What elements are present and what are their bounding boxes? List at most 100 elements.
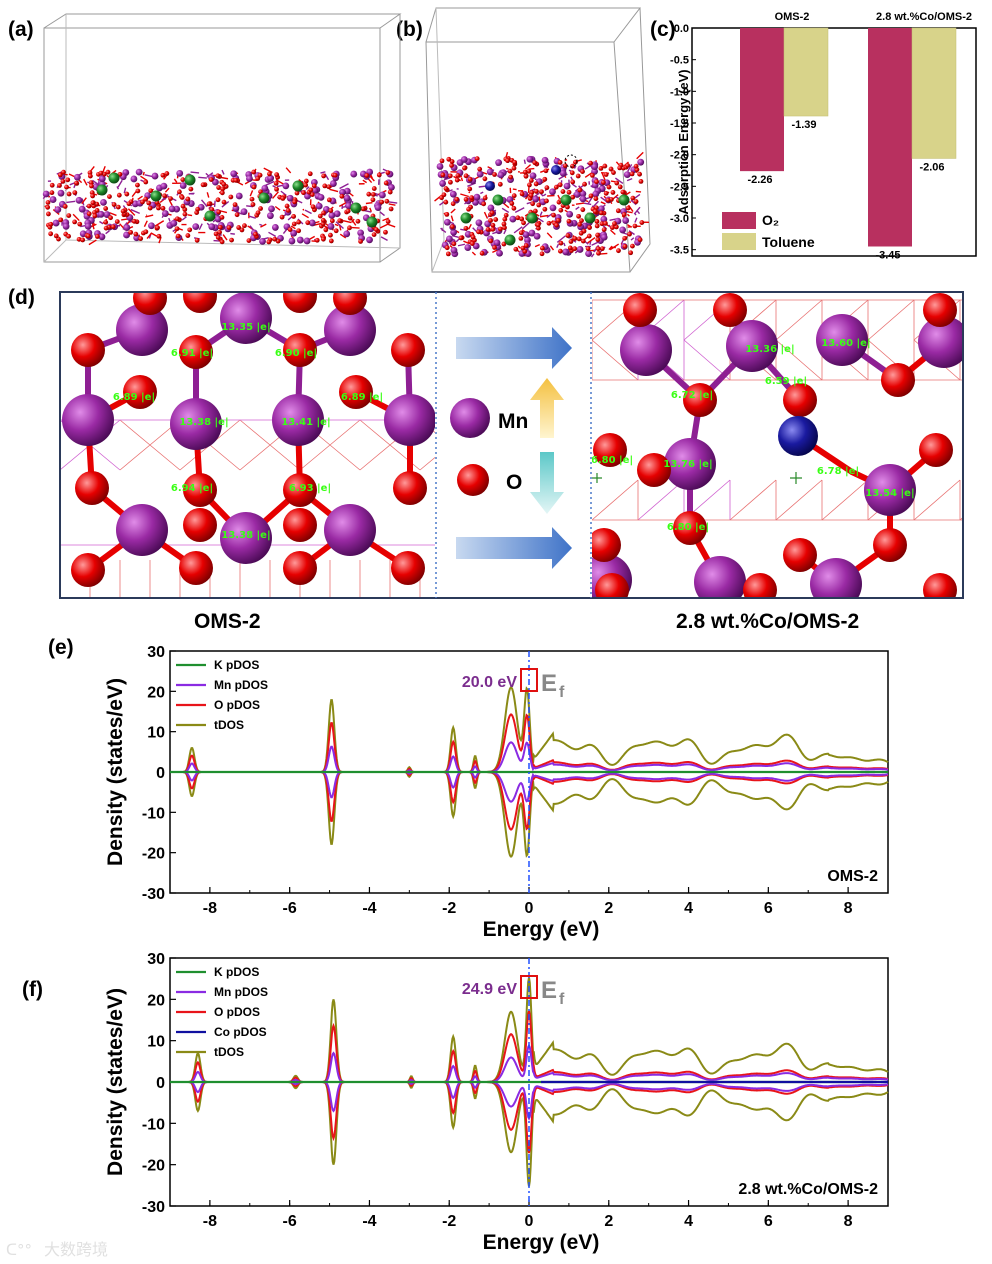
bond — [88, 239, 97, 246]
bond — [614, 177, 624, 185]
o-atom — [305, 220, 311, 226]
y-tick-label: 10 — [147, 1034, 165, 1051]
o-atom — [250, 202, 256, 207]
co-atom — [485, 181, 495, 191]
x-tick-label: -4 — [362, 1213, 376, 1230]
o-atom — [447, 173, 453, 179]
mn-atom — [357, 229, 365, 237]
mn-atom — [220, 293, 272, 344]
o-atom — [228, 194, 234, 200]
y-tick-label: -3.5 — [670, 245, 689, 257]
o-atom — [873, 528, 907, 562]
bond — [68, 173, 75, 178]
grid-line — [959, 300, 962, 380]
o-atom — [536, 202, 542, 208]
legend-label-2: O pDOS — [214, 698, 260, 712]
mn-atom — [694, 556, 746, 597]
o-atom — [450, 201, 456, 207]
o-atom — [370, 192, 376, 197]
o-atom — [616, 248, 621, 254]
o-atom — [215, 235, 221, 240]
structure-co-oms2-slab — [425, 7, 651, 273]
o-atom — [441, 192, 447, 198]
o-atom — [347, 225, 352, 231]
o-atom — [103, 225, 109, 231]
o-atom — [182, 211, 188, 217]
mn-atom — [78, 205, 86, 213]
o-atom — [321, 173, 327, 179]
mn-pdos-up-curve — [170, 1043, 889, 1083]
right-arrow-bottom-icon — [456, 527, 572, 569]
mn-atom — [282, 182, 290, 190]
o-atom — [919, 433, 953, 467]
o-atom — [283, 473, 317, 507]
o-atom — [46, 211, 51, 217]
o-atom — [595, 232, 601, 238]
o-atom — [881, 363, 915, 397]
o-atom — [107, 194, 112, 200]
o-atom — [287, 227, 293, 232]
o-atom — [601, 180, 606, 185]
bond — [440, 227, 447, 233]
o-atom — [236, 225, 242, 230]
o-atom — [135, 182, 140, 188]
bond — [173, 178, 178, 183]
mn-atom — [328, 212, 336, 219]
o-atom — [454, 196, 460, 202]
o-atom — [371, 232, 377, 237]
o-atom — [383, 180, 389, 186]
o-atom — [519, 216, 525, 222]
bond — [546, 232, 553, 239]
mn-atom — [559, 169, 567, 177]
o-atom — [185, 196, 191, 202]
o-atom — [592, 209, 598, 214]
o-atom — [565, 233, 571, 238]
o-atom — [443, 199, 449, 205]
bond — [150, 232, 157, 237]
o-atom — [532, 160, 538, 166]
o-atom — [546, 220, 552, 226]
mn-atom — [439, 180, 446, 187]
o-atom — [194, 237, 200, 243]
bond — [633, 212, 637, 216]
bond — [91, 222, 95, 230]
o-atom — [582, 181, 588, 187]
mn-atom — [529, 172, 537, 180]
mn-atom — [562, 248, 570, 256]
o-atom — [614, 180, 620, 186]
bond — [249, 190, 254, 197]
o-atom — [123, 375, 157, 409]
mn-atom — [130, 175, 138, 183]
o-atom — [466, 206, 472, 212]
bond — [600, 196, 607, 202]
k-atom — [184, 174, 196, 186]
grid-line — [729, 479, 777, 521]
o-atom — [272, 236, 278, 242]
bond — [379, 223, 389, 229]
o-atom — [458, 235, 464, 241]
o-atom — [257, 172, 263, 178]
o-atom — [577, 187, 583, 193]
o-atom — [580, 207, 586, 213]
mn-atom — [573, 191, 581, 198]
o-atom — [283, 551, 317, 585]
o-atom — [443, 186, 449, 191]
o-atom — [147, 205, 153, 211]
k-atom — [292, 180, 304, 192]
o-atom — [355, 218, 361, 224]
o-atom — [603, 190, 609, 196]
bond — [610, 229, 616, 236]
o-atom — [555, 218, 561, 223]
bond — [362, 179, 367, 184]
o-atom — [585, 246, 591, 252]
o-atom — [246, 238, 252, 243]
o-atom — [501, 221, 507, 227]
o-atom — [391, 333, 425, 367]
o-atom — [376, 172, 382, 178]
o-atom — [923, 573, 957, 597]
o-atom — [126, 201, 132, 207]
bond — [105, 230, 110, 235]
adsorption-energy-bar-chart: 0.0 -0.5 -1.0 -1.5 -2.0 -2.5 -3.0 -3.5 -2.26 -3.4… — [670, 11, 977, 262]
o-atom — [594, 223, 600, 229]
